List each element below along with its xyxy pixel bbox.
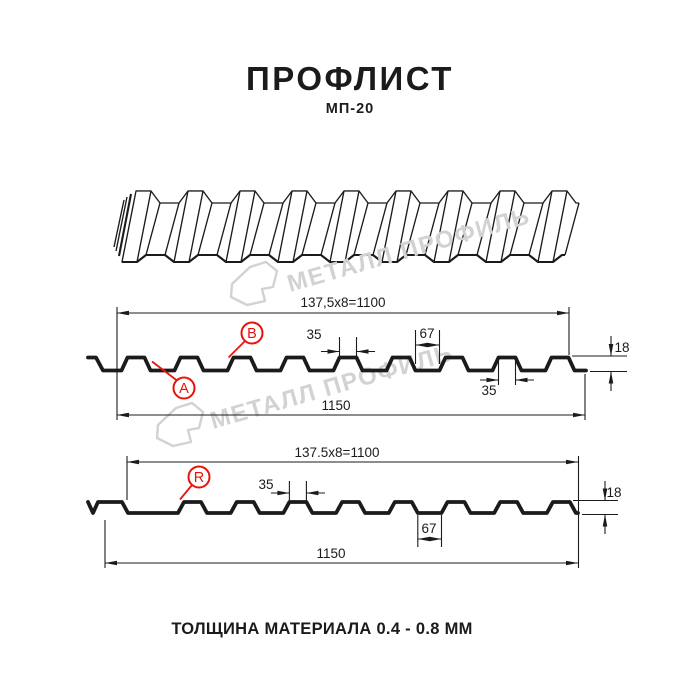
section1-dim-bottom: 1150: [321, 398, 350, 413]
page-title: ПРОФЛИСТ: [246, 60, 454, 97]
page-subtitle: МП-20: [326, 101, 374, 117]
section1-dim-top: 137,5x8=1100: [301, 295, 386, 310]
section2-dim-height: 18: [606, 485, 621, 500]
label-b: B: [247, 326, 257, 342]
section1-dim-crest-top: 35: [306, 327, 321, 342]
label-a: A: [179, 381, 189, 397]
watermark-text: МЕТАЛЛ ПРОФИЛЬ: [207, 339, 456, 434]
section2-drawing: [86, 456, 618, 568]
metal-profil-logo-icon: [155, 401, 205, 448]
section2-dim-bottom: 1150: [316, 546, 345, 561]
footer-note: ТОЛЩИНА МАТЕРИАЛА 0.4 - 0.8 ММ: [171, 620, 472, 638]
metal-profil-logo-icon: [229, 260, 279, 307]
label-r-marker: [187, 465, 211, 489]
label-b-marker: [240, 321, 264, 345]
section2-profile-outline: [86, 500, 580, 515]
profile-3d-view: [113, 190, 580, 264]
label-b-leader: [227, 340, 246, 359]
label-r: R: [194, 470, 204, 486]
section1-annotations: 137,5x8=1100 35 67 18 35 1150 A B: [151, 295, 630, 413]
label-r-leader: [179, 484, 193, 501]
section2-annotations: 137.5x8=1100 35 18 67 1150 R: [179, 445, 622, 561]
section2-dim-top: 137.5x8=1100: [295, 445, 380, 460]
label-a-leader: [151, 360, 178, 382]
section2-dim-crest-top: 35: [258, 477, 273, 492]
section1-dim-crest-bottom: 35: [481, 383, 496, 398]
watermark-2: МЕТАЛЛ ПРОФИЛЬ: [155, 339, 456, 448]
section2-dim-valley: 67: [421, 521, 436, 536]
section1-dim-height: 18: [614, 340, 629, 355]
section1-drawing: [86, 307, 627, 420]
label-a-marker: [172, 376, 196, 400]
section1-dim-valley: 67: [419, 326, 434, 341]
